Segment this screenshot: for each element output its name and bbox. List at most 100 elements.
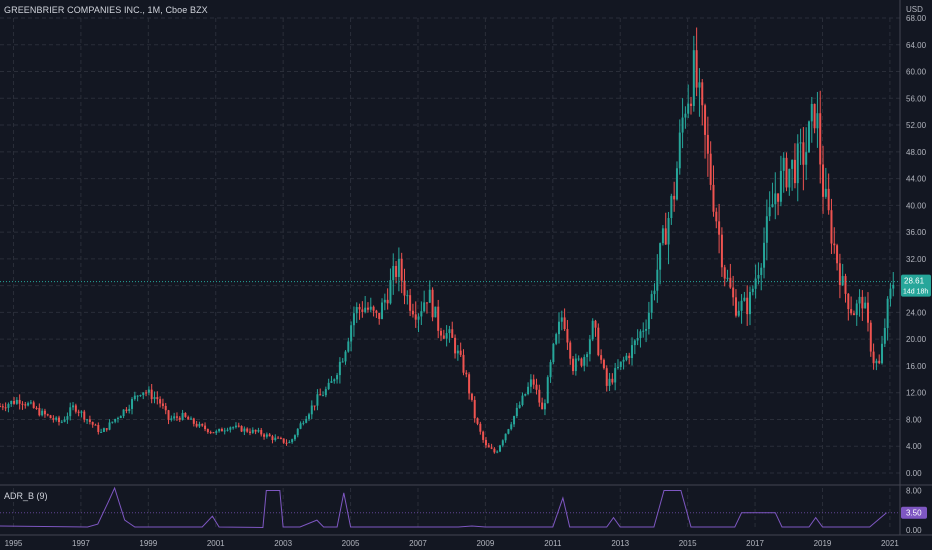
- x-tick-label: 1997: [72, 539, 90, 548]
- candle-up: [333, 379, 336, 382]
- candle-down: [827, 188, 830, 211]
- candle-up: [791, 159, 794, 169]
- candle-up: [136, 395, 139, 397]
- candle-up: [243, 428, 246, 432]
- candle-down: [470, 393, 473, 400]
- candle-down: [260, 430, 263, 435]
- candle-down: [869, 322, 872, 352]
- candle-up: [524, 393, 527, 396]
- candle-up: [529, 379, 532, 387]
- candle-down: [24, 404, 27, 406]
- candle-up: [139, 395, 142, 397]
- x-tick-label: 2011: [544, 539, 562, 548]
- candle-down: [569, 342, 572, 359]
- candle-up: [816, 113, 819, 129]
- candle-down: [785, 157, 788, 188]
- candle-up: [364, 307, 367, 312]
- candle-up: [496, 451, 499, 453]
- candle-down: [195, 423, 198, 427]
- candle-down: [431, 289, 434, 318]
- candle-up: [631, 345, 634, 359]
- x-tick-label: 2013: [611, 539, 629, 548]
- candle-up: [810, 103, 813, 122]
- y-tick-label: 20.00: [906, 335, 927, 344]
- candle-down: [145, 392, 148, 394]
- candle-up: [265, 434, 268, 437]
- y-tick-label: 4.00: [906, 442, 922, 451]
- candle-up: [608, 378, 611, 386]
- candle-up: [111, 421, 114, 423]
- candle-up: [656, 269, 659, 291]
- candle-down: [319, 394, 322, 396]
- candle-down: [484, 439, 487, 446]
- candle-up: [397, 258, 400, 277]
- candle-down: [709, 153, 712, 185]
- y-tick-label: 60.00: [906, 68, 927, 77]
- candle-down: [866, 302, 869, 323]
- candle-down: [425, 302, 428, 304]
- candle-down: [74, 405, 77, 412]
- y-tick-label: 24.00: [906, 308, 927, 317]
- candle-up: [737, 310, 740, 316]
- candle-down: [442, 335, 445, 339]
- candle-up: [324, 389, 327, 396]
- y-tick-label: 68.00: [906, 14, 927, 23]
- y-tick-label: 32.00: [906, 255, 927, 264]
- candle-down: [156, 397, 159, 400]
- candle-up: [344, 351, 347, 362]
- candle-down: [271, 436, 274, 440]
- candle-up: [726, 277, 729, 279]
- candle-up: [389, 280, 392, 304]
- candle-up: [338, 361, 341, 376]
- candle-down: [414, 314, 417, 320]
- candle-down: [375, 310, 378, 313]
- candle-up: [883, 327, 886, 344]
- candle-up: [147, 389, 150, 393]
- candle-down: [563, 317, 566, 330]
- candle-down: [372, 306, 375, 311]
- candle-up: [417, 316, 420, 320]
- candle-down: [695, 50, 698, 88]
- candle-up: [296, 428, 299, 436]
- indicator-badge-value: 3.50: [906, 509, 922, 518]
- candle-up: [341, 361, 344, 363]
- candle-down: [263, 434, 266, 437]
- candle-down: [628, 355, 631, 359]
- candle-up: [774, 193, 777, 205]
- y-tick-label: 52.00: [906, 121, 927, 130]
- price-badge: [901, 274, 931, 297]
- candle-up: [392, 265, 395, 281]
- candle-down: [192, 418, 195, 424]
- candle-up: [170, 418, 173, 420]
- candle-down: [220, 428, 223, 432]
- candle-down: [777, 193, 780, 202]
- indicator-line: [0, 486, 887, 529]
- candle-up: [119, 416, 122, 419]
- candle-up: [698, 82, 701, 88]
- candle-up: [60, 421, 63, 423]
- candle-down: [454, 337, 457, 354]
- candle-down: [852, 313, 855, 316]
- candle-up: [307, 414, 310, 419]
- candle-up: [456, 350, 459, 354]
- candle-up: [234, 425, 237, 428]
- candle-up: [223, 430, 226, 432]
- candle-down: [94, 424, 97, 426]
- candle-up: [583, 357, 586, 366]
- x-tick-label: 1999: [139, 539, 157, 548]
- candle-up: [875, 360, 878, 364]
- candle-down: [532, 379, 535, 385]
- candle-down: [206, 429, 209, 433]
- candle-up: [448, 329, 451, 334]
- candle-up: [751, 288, 754, 292]
- candle-down: [184, 412, 187, 417]
- candle-up: [15, 399, 18, 404]
- chart-title: GREENBRIER COMPANIES INC., 1M, Cboe BZX: [4, 5, 208, 15]
- candle-down: [459, 350, 462, 355]
- candle-down: [125, 409, 128, 411]
- candle-up: [257, 430, 260, 432]
- candle-down: [440, 330, 443, 336]
- candle-up: [501, 440, 504, 446]
- candle-up: [841, 276, 844, 285]
